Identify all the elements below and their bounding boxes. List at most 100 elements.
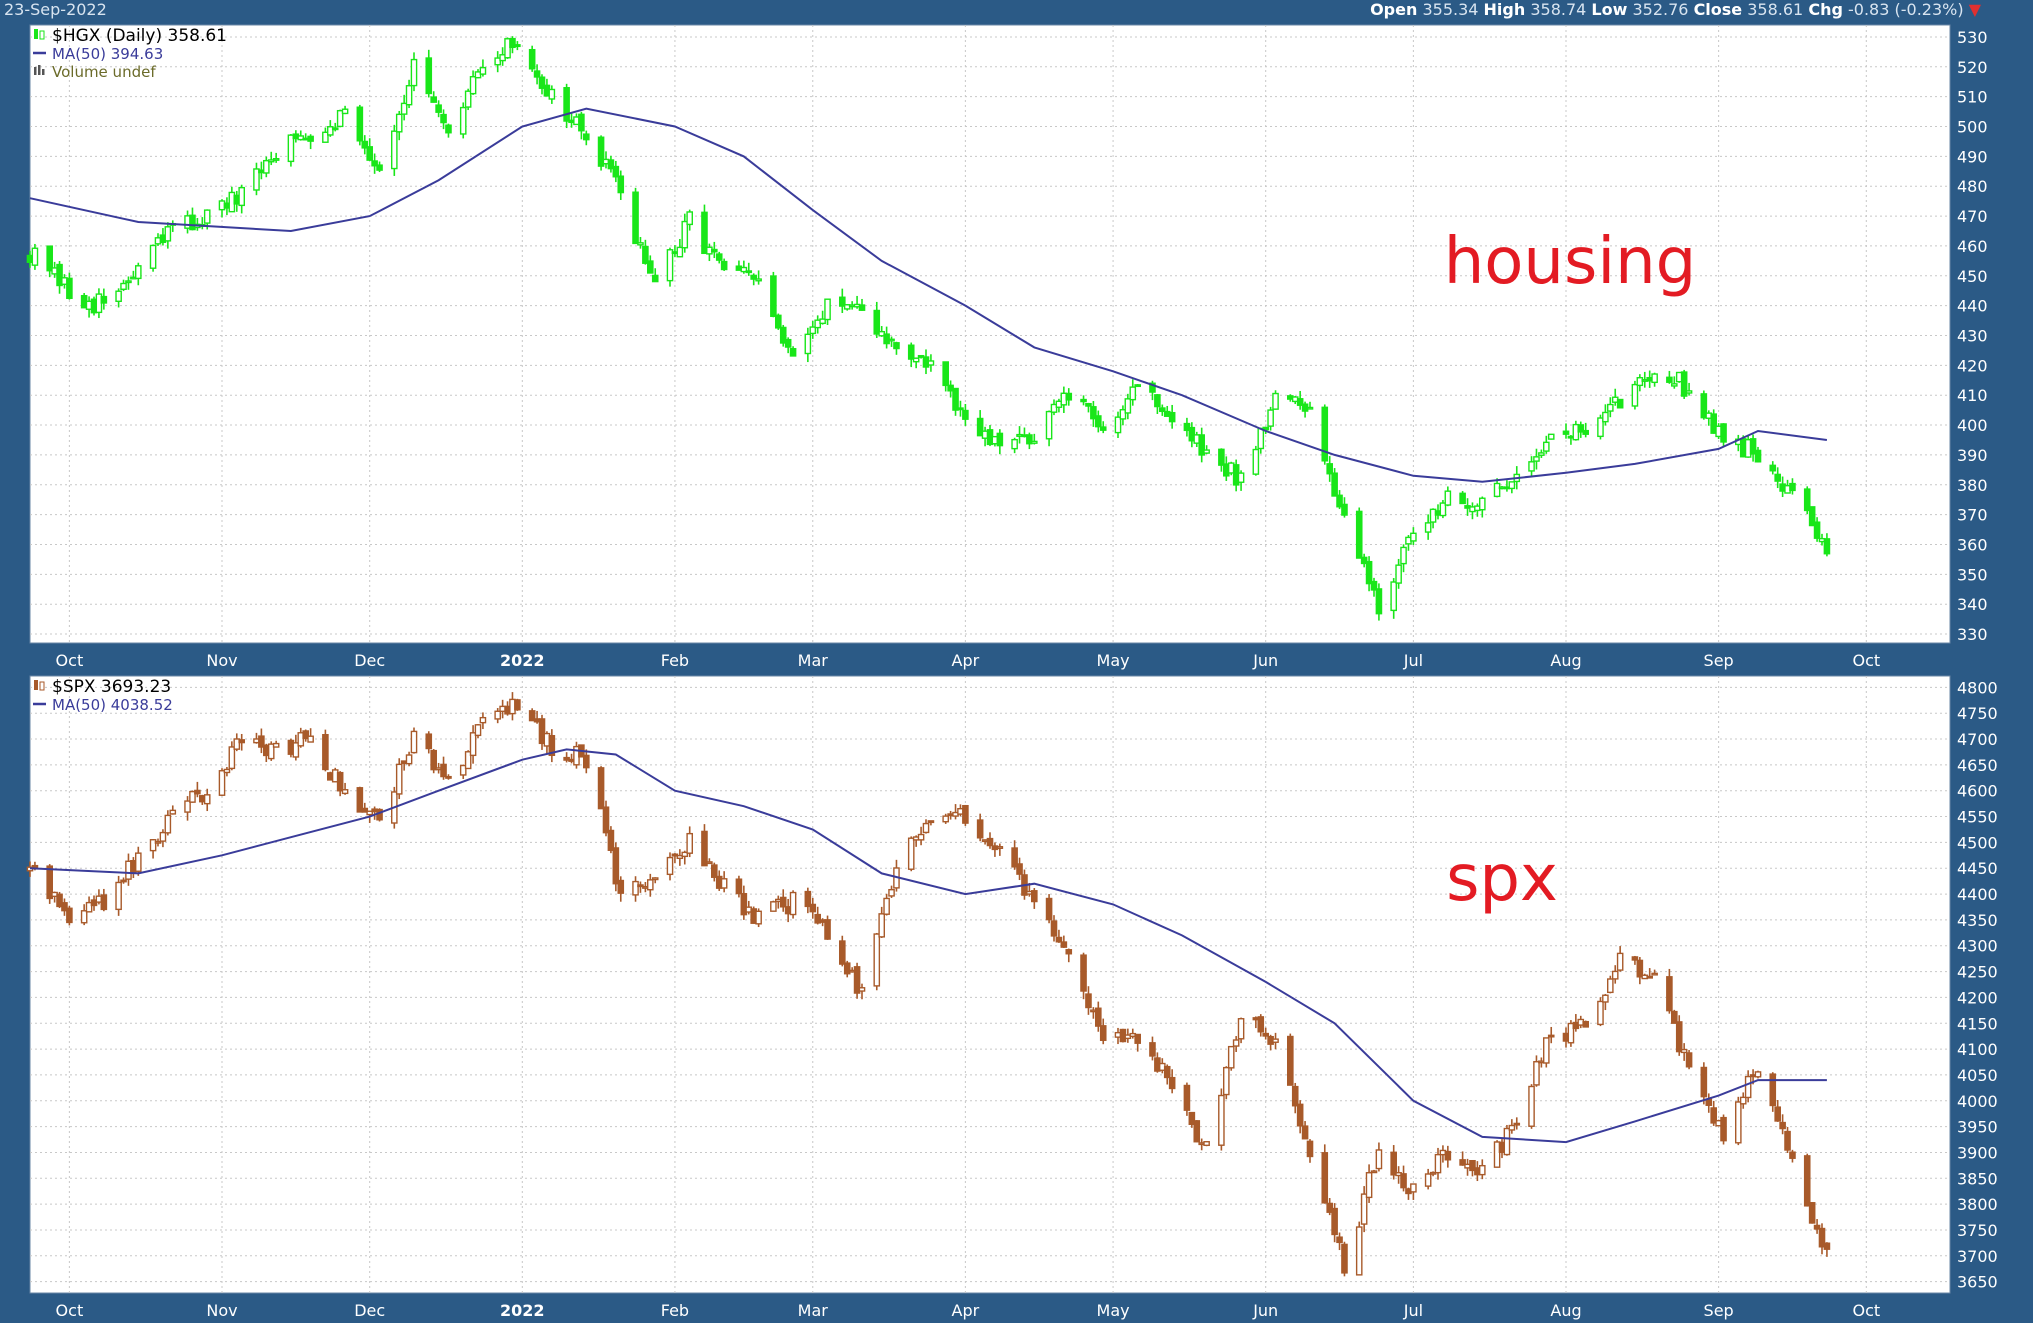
candle-body — [85, 901, 93, 913]
y-tick-label: 3750 — [1957, 1221, 1998, 1240]
candle-body — [1291, 1085, 1299, 1107]
candle-body — [1257, 427, 1265, 450]
y-tick-label: 3850 — [1957, 1169, 1998, 1188]
candle-body — [189, 214, 196, 231]
chart-annotation: housing — [1444, 225, 1697, 299]
y-tick-label: 420 — [1957, 356, 1988, 375]
candle-body — [651, 877, 659, 881]
candle-body — [1237, 1018, 1245, 1040]
candle-body — [1065, 949, 1073, 955]
candle-body — [1262, 1032, 1269, 1037]
y-tick-label: 3900 — [1957, 1143, 1998, 1162]
candle-body — [1567, 1022, 1575, 1044]
candle-body — [1050, 920, 1058, 937]
candle-body — [681, 851, 689, 858]
candle-body — [100, 894, 108, 911]
candle-body — [617, 879, 625, 894]
candle-body — [597, 767, 605, 810]
candle-body — [1611, 970, 1619, 980]
close-label: Close — [1693, 0, 1743, 19]
candle-body — [1685, 1052, 1693, 1068]
y-tick-label: 4600 — [1957, 782, 1998, 801]
candle-body — [1257, 1016, 1265, 1033]
candle-body — [632, 191, 639, 245]
x-tick-label: Nov — [206, 651, 237, 670]
candle-body — [464, 90, 472, 108]
candle-body — [819, 318, 826, 325]
legend-label: Volume undef — [52, 63, 156, 81]
candle-body — [479, 66, 487, 75]
candle-body — [1744, 1075, 1752, 1099]
candle-body — [1803, 488, 1811, 512]
candle-body — [1444, 490, 1452, 506]
candle-body — [583, 133, 590, 141]
legend-label: MA(50) 394.63 — [52, 45, 163, 63]
candle-body — [1547, 433, 1555, 440]
candle-body — [356, 787, 364, 813]
candle-body — [1262, 426, 1269, 431]
x-tick-label: Dec — [354, 1301, 385, 1320]
candle-body — [789, 891, 797, 916]
candle-body — [666, 249, 674, 282]
candle-body — [789, 347, 797, 357]
candle-body — [1390, 581, 1397, 612]
candle-body — [504, 38, 511, 59]
candle-body — [445, 775, 452, 779]
candle-body — [31, 247, 39, 266]
candle-body — [1493, 1141, 1501, 1168]
y-tick-label: 500 — [1957, 118, 1988, 137]
candle-body — [701, 211, 708, 255]
candle-body — [164, 226, 172, 242]
candle-body — [1370, 580, 1378, 591]
candle-body — [1090, 406, 1097, 420]
candle-body — [1671, 1010, 1678, 1024]
candle-body — [1237, 472, 1245, 483]
candle-body — [907, 344, 915, 360]
candle-body — [469, 76, 477, 95]
candle-body — [1410, 532, 1417, 542]
candle-body — [1434, 1153, 1442, 1174]
candle-body — [642, 245, 649, 264]
candle-body — [1095, 415, 1102, 428]
candle-body — [1168, 1076, 1176, 1090]
candle-body — [395, 113, 403, 133]
x-tick-label: Oct — [56, 1301, 84, 1320]
candle-body — [1528, 1085, 1535, 1127]
y-tick-label: 470 — [1957, 207, 1988, 226]
candle-body — [233, 738, 241, 750]
y-tick-label: 390 — [1957, 446, 1988, 465]
candle-body — [632, 880, 639, 896]
candle-body — [1188, 1111, 1196, 1125]
candle-body — [218, 770, 226, 796]
candle-body — [1710, 1107, 1717, 1124]
candle-body — [1203, 449, 1210, 454]
y-tick-label: 460 — [1957, 237, 1988, 256]
candle-body — [425, 57, 433, 95]
candle-body — [120, 879, 127, 883]
candle-body — [1198, 434, 1205, 456]
candle-body — [1543, 1037, 1550, 1064]
candle-body — [962, 409, 969, 420]
candle-body — [494, 710, 501, 720]
candle-body — [1533, 1061, 1540, 1086]
candle-body — [1375, 1149, 1383, 1170]
candle-body — [66, 277, 73, 299]
high-value: 358.74 — [1530, 0, 1587, 19]
legend-label: MA(50) 4038.52 — [52, 696, 173, 714]
candle-body — [1671, 383, 1678, 387]
candle-body — [1493, 482, 1501, 498]
candle-body — [996, 432, 1004, 447]
candle-body — [962, 804, 969, 824]
candle-body — [1607, 403, 1614, 412]
candle-body — [715, 253, 723, 261]
candle-body — [647, 260, 654, 274]
candle-body — [1203, 1141, 1210, 1147]
candle-body — [607, 829, 615, 851]
candle-body — [1154, 394, 1161, 408]
candle-body — [1355, 1226, 1363, 1276]
candle-body — [203, 794, 211, 805]
candle-body — [1808, 1202, 1816, 1224]
chart-annotation: spx — [1446, 842, 1558, 916]
candle-body — [1065, 392, 1073, 401]
